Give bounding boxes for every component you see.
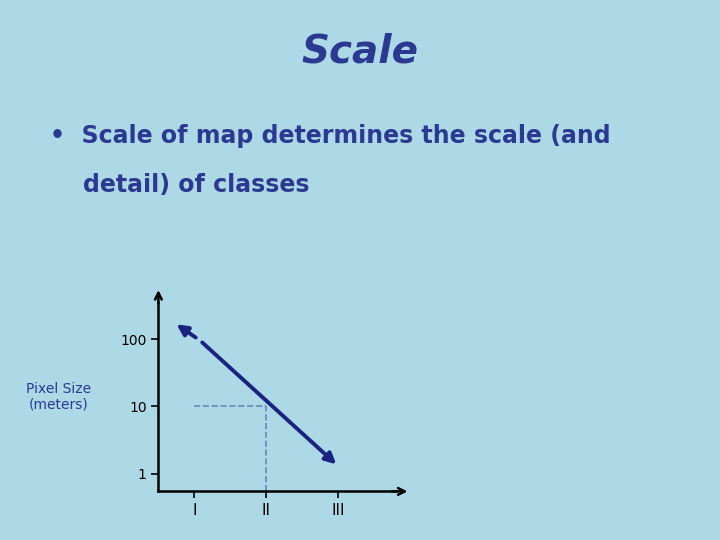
Text: Scale: Scale xyxy=(302,32,418,70)
Text: •  Scale of map determines the scale (and: • Scale of map determines the scale (and xyxy=(50,124,611,148)
Text: detail) of classes: detail) of classes xyxy=(50,173,310,197)
Text: Pixel Size
(meters): Pixel Size (meters) xyxy=(26,382,91,412)
